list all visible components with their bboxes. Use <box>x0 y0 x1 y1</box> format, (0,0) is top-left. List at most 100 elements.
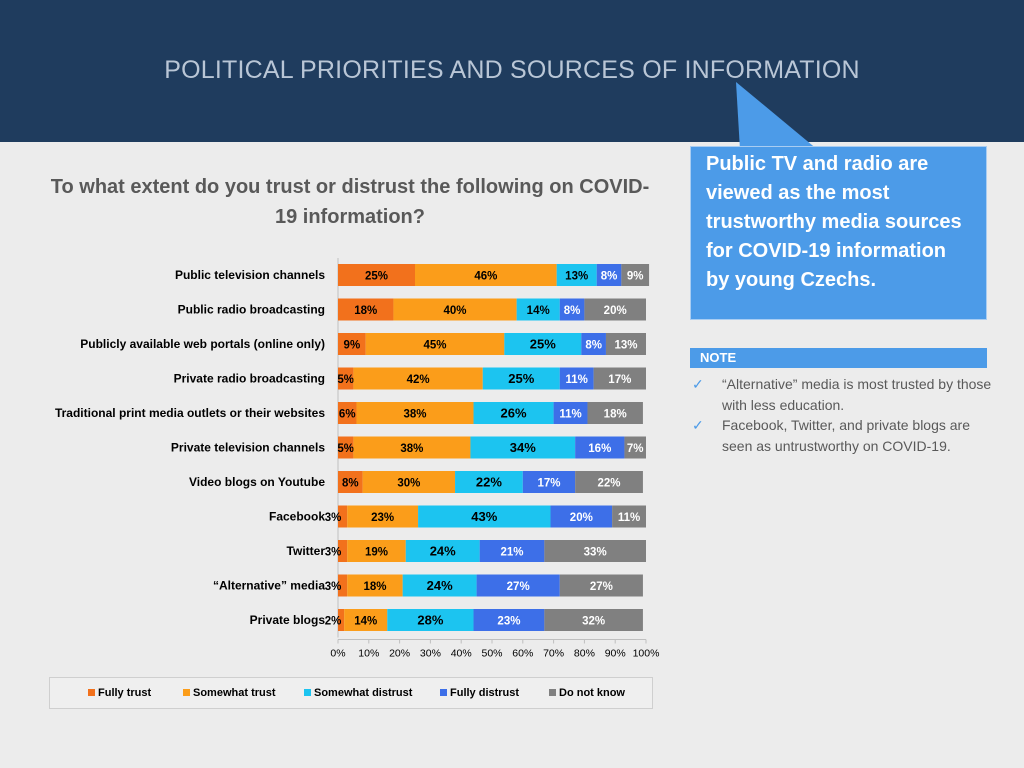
legend-label: Fully distrust <box>450 687 520 699</box>
data-label: 33% <box>584 547 607 559</box>
note-item: ✓ Facebook, Twitter, and private blogs a… <box>692 415 992 456</box>
legend-swatch <box>549 688 556 696</box>
bar-fully-distrust <box>559 367 594 390</box>
data-label: 3% <box>325 512 342 524</box>
category-label: Private television channels <box>171 441 325 455</box>
checkmark-icon: ✓ <box>692 417 704 433</box>
category-label: Private radio broadcasting <box>174 372 325 386</box>
note-item-text: Facebook, Twitter, and private blogs are… <box>722 417 970 454</box>
note-item: ✓ “Alternative” media is most trusted by… <box>692 374 992 415</box>
data-label: 25% <box>530 337 556 352</box>
bar-fully-distrust <box>575 436 625 459</box>
note-label: NOTE <box>700 350 737 365</box>
bar-somewhat-trust <box>362 471 456 493</box>
category-label: “Alternative” media <box>213 579 325 593</box>
data-label: 25% <box>365 271 388 283</box>
x-tick-label: 40% <box>451 648 472 660</box>
bar-somewhat-distrust <box>387 609 474 631</box>
bar-somewhat-trust <box>353 436 471 459</box>
data-label: 30% <box>397 478 420 490</box>
callout-pointer <box>736 82 818 150</box>
data-label: 24% <box>427 578 453 593</box>
data-label: 25% <box>508 371 534 386</box>
bar-do-not-know <box>621 264 650 286</box>
data-label: 14% <box>527 305 550 317</box>
data-label: 8% <box>342 478 359 490</box>
bar-fully-trust <box>338 574 348 597</box>
bar-somewhat-trust <box>353 367 483 390</box>
data-label: 6% <box>339 409 356 421</box>
data-label: 32% <box>582 616 605 628</box>
data-label: 20% <box>570 512 593 524</box>
bar-somewhat-distrust <box>473 402 554 424</box>
bar-fully-trust <box>338 436 354 459</box>
checkmark-icon: ✓ <box>692 376 704 392</box>
bar-somewhat-distrust <box>402 574 477 597</box>
legend-label: Fully trust <box>98 687 152 699</box>
data-label: 38% <box>403 409 426 421</box>
x-tick-label: 30% <box>420 648 441 660</box>
bar-do-not-know <box>605 333 646 355</box>
category-label: Facebook <box>269 510 325 524</box>
bar-fully-distrust <box>553 402 588 424</box>
bar-somewhat-distrust <box>418 505 551 528</box>
x-tick-label: 60% <box>512 648 533 660</box>
legend-item-somewhat-trust: Somewhat trust <box>183 687 276 699</box>
bar-fully-distrust <box>559 298 585 321</box>
data-label: 3% <box>325 547 342 559</box>
data-label: 5% <box>337 374 354 386</box>
data-label: 23% <box>497 616 520 628</box>
chart-legend: Fully trust Somewhat trust Somewhat dist… <box>49 677 653 709</box>
legend-item-fully-distrust: Fully distrust <box>440 687 519 699</box>
bar-do-not-know <box>575 471 643 493</box>
category-label: Public television channels <box>175 268 325 282</box>
bar-somewhat-trust <box>365 333 505 355</box>
x-tick-label: 90% <box>605 648 626 660</box>
bar-do-not-know <box>612 505 646 528</box>
bar-somewhat-trust <box>393 298 517 321</box>
data-label: 22% <box>598 478 621 490</box>
bar-fully-distrust <box>581 333 606 355</box>
bar-fully-distrust <box>522 471 576 493</box>
data-label: 34% <box>510 440 536 455</box>
data-label: 13% <box>565 271 588 283</box>
bar-do-not-know <box>544 540 646 562</box>
note-header: NOTE <box>690 348 987 368</box>
legend-swatch <box>304 688 311 696</box>
category-label: Twitter <box>287 544 326 558</box>
bar-fully-trust <box>338 367 354 390</box>
data-label: 3% <box>325 581 342 593</box>
data-label: 18% <box>604 409 627 421</box>
legend-item-somewhat-distrust: Somewhat distrust <box>304 687 412 699</box>
bar-fully-trust <box>338 471 363 493</box>
data-label: 11% <box>566 374 588 386</box>
x-tick-label: 10% <box>358 648 379 660</box>
bar-somewhat-distrust <box>556 264 597 286</box>
bar-fully-trust <box>338 609 345 631</box>
bar-fully-trust <box>338 298 394 321</box>
bar-fully-trust <box>338 505 348 528</box>
bar-somewhat-trust <box>344 609 388 631</box>
data-label: 13% <box>614 340 637 352</box>
bar-somewhat-trust <box>347 540 406 562</box>
x-tick-label: 80% <box>574 648 595 660</box>
bar-do-not-know <box>587 402 643 424</box>
data-label: 2% <box>325 616 342 628</box>
bar-fully-trust <box>338 402 357 424</box>
note-item-text: “Alternative” media is most trusted by t… <box>722 376 992 413</box>
data-label: 18% <box>363 581 386 593</box>
bar-somewhat-distrust <box>405 540 480 562</box>
legend-label: Somewhat trust <box>193 687 276 699</box>
chart-title: To what extent do you trust or distrust … <box>50 176 650 228</box>
category-label: Publicly available web portals (online o… <box>80 337 325 351</box>
bar-somewhat-trust <box>356 402 474 424</box>
callout-box: Public TV and radio are viewed as the mo… <box>690 146 987 320</box>
data-label: 14% <box>354 616 377 628</box>
category-label: Traditional print media outlets or their… <box>55 406 325 420</box>
bar-somewhat-trust <box>347 505 419 528</box>
data-label: 20% <box>604 305 627 317</box>
bar-fully-distrust <box>596 264 622 286</box>
category-label: Private blogs <box>250 613 326 627</box>
bar-somewhat-distrust <box>482 367 560 390</box>
legend-label: Somewhat distrust <box>314 687 413 699</box>
